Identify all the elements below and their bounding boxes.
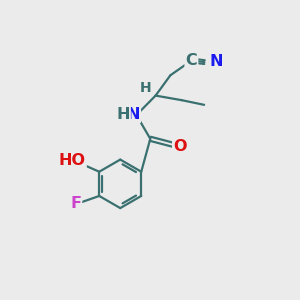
Text: N: N (126, 107, 140, 122)
Text: C: C (185, 53, 197, 68)
Text: F: F (70, 196, 81, 211)
Text: O: O (173, 140, 187, 154)
Text: HO: HO (59, 153, 86, 168)
Text: N: N (209, 54, 223, 69)
Text: H: H (140, 80, 152, 94)
Text: H: H (116, 107, 130, 122)
